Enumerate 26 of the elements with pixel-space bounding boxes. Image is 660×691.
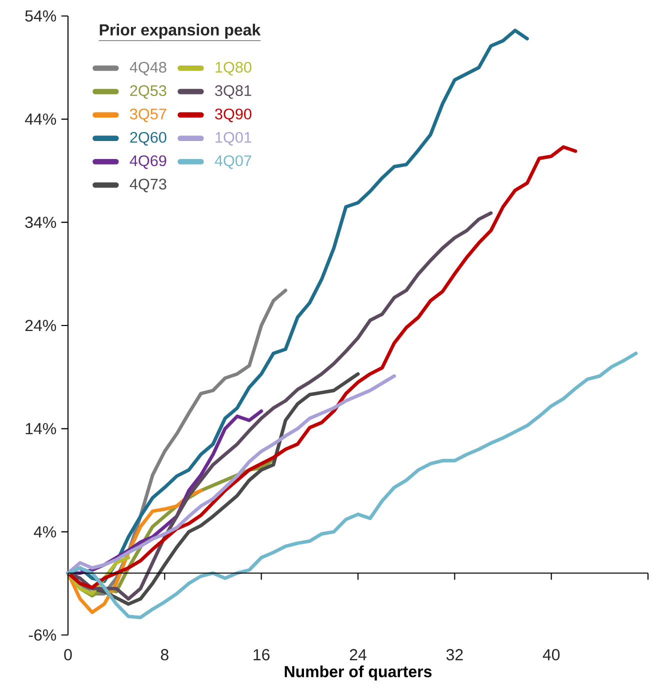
legend-label: 4Q48 [130, 62, 166, 76]
x-tick-label: 8 [160, 649, 168, 660]
x-tick-label: 16 [254, 649, 270, 660]
legend-label: 1Q80 [216, 62, 252, 76]
legend-label: 1Q01 [216, 132, 252, 146]
legend-label: 3Q90 [215, 108, 252, 122]
x-tick-label: 0 [64, 649, 72, 660]
legend-label: 3Q57 [130, 108, 166, 122]
y-tick-label: 34% [25, 216, 56, 228]
legend-label: 3Q81 [215, 85, 252, 99]
legend-label: 4Q69 [130, 155, 166, 169]
y-tick-label: 4% [34, 526, 56, 538]
legend-label: 2Q53 [130, 85, 166, 99]
y-tick-label: 54% [25, 10, 56, 22]
x-tick-label: 24 [350, 649, 366, 660]
x-tick-label: 32 [446, 649, 463, 660]
y-tick-label: 44% [24, 114, 56, 125]
legend-label: 4Q07 [214, 155, 252, 169]
y-tick-label: -6% [28, 629, 56, 641]
y-tick-label: 14% [26, 423, 56, 434]
y-tick-label: 24% [25, 320, 56, 332]
legend-title: Prior expansion peak [100, 24, 261, 39]
x-tick-label: 40 [542, 649, 560, 660]
legend-label: 2Q60 [130, 132, 166, 146]
legend-label: 4Q73 [130, 178, 166, 192]
x-axis-title: Number of quarters [284, 666, 432, 680]
